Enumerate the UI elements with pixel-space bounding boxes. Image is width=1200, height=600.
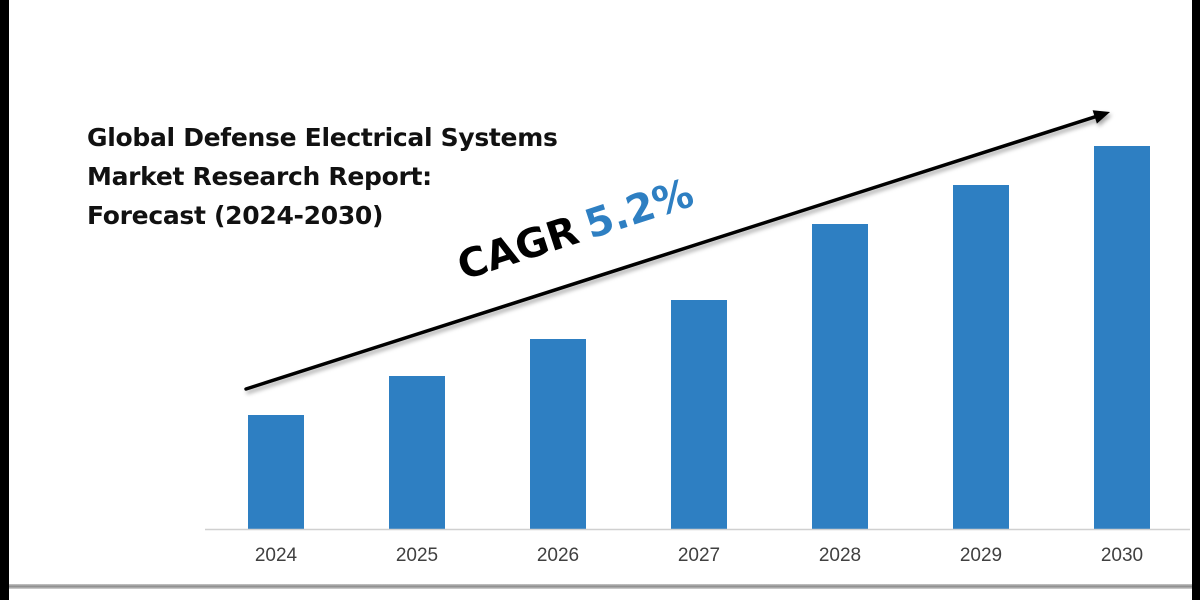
x-tick-label-2027: 2027 (678, 545, 720, 566)
bottom-rule (9, 584, 1192, 589)
x-tick-label-2029: 2029 (960, 545, 1002, 566)
bar-2028 (812, 224, 868, 529)
chart-title-line-3: Forecast (2024-2030) (87, 201, 384, 230)
bar-2024 (248, 415, 304, 529)
left-border (0, 0, 9, 600)
bars-group (248, 146, 1150, 529)
chart-title: Global Defense Electrical Systems Market… (87, 118, 647, 235)
chart-title-line-2: Market Research Report: (87, 162, 432, 191)
x-tick-label-2024: 2024 (255, 545, 298, 566)
bar-2027 (671, 300, 727, 529)
bar-2030 (1094, 146, 1150, 529)
trend-arrow-head (1092, 110, 1110, 124)
x-tick-labels: 2024 2025 2026 2027 2028 2029 2030 (255, 545, 1143, 566)
x-tick-label-2030: 2030 (1101, 545, 1143, 566)
bar-2025 (389, 376, 445, 529)
trend-arrow (244, 110, 1110, 391)
x-tick-label-2025: 2025 (396, 545, 438, 566)
trend-arrow-line (244, 114, 1099, 391)
x-tick-label-2026: 2026 (537, 545, 579, 566)
bar-2026 (530, 339, 586, 529)
chart-title-line-1: Global Defense Electrical Systems (87, 123, 558, 152)
right-border (1192, 0, 1200, 600)
bar-2029 (953, 185, 1009, 529)
x-tick-label-2028: 2028 (819, 545, 861, 566)
